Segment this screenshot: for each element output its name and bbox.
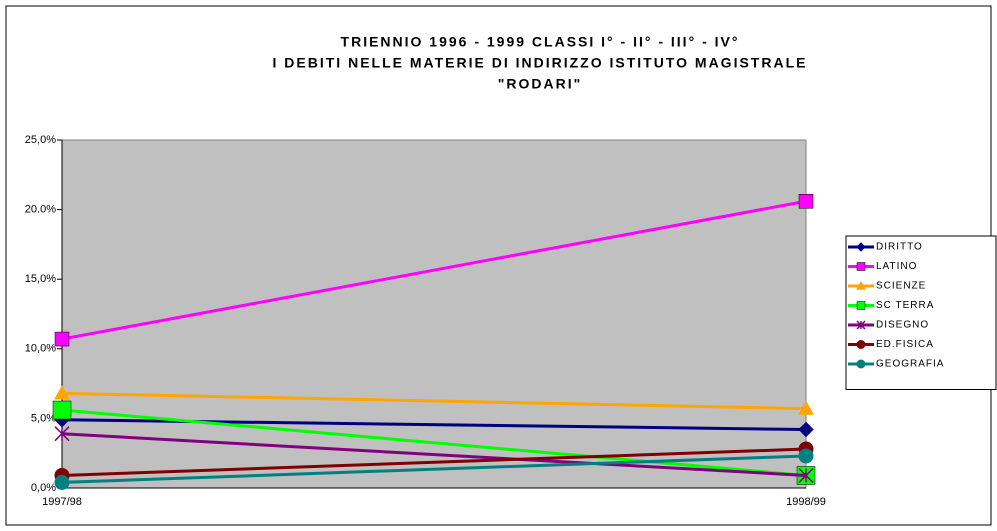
data-point: [54, 385, 70, 400]
legend-label: ED.FISICA: [876, 339, 934, 350]
data-point: [798, 421, 814, 438]
series-line: [61, 447, 807, 477]
legend-label: DIRITTO: [876, 242, 923, 253]
data-point: [798, 193, 814, 209]
legend-marker: [856, 320, 866, 330]
y-tick-label: 10,0%: [25, 343, 56, 355]
y-tick-label: 0,0%: [31, 482, 56, 494]
x-tick-label: 1997/98: [42, 496, 82, 508]
data-point: [798, 448, 814, 464]
data-point: [54, 331, 70, 347]
series-line: [61, 454, 807, 484]
data-point: [54, 474, 70, 490]
data-point: [798, 400, 814, 415]
legend-marker: [856, 340, 866, 349]
chart-title: I DEBITI NELLE MATERIE DI INDIRIZZO ISTI…: [273, 55, 808, 71]
legend-marker: [856, 301, 866, 310]
series-line: [61, 391, 807, 411]
y-tick-label: 25,0%: [25, 134, 56, 146]
data-point: [52, 400, 72, 420]
plot-area: [61, 139, 807, 489]
x-tick-label: 1998/99: [786, 496, 826, 508]
legend-marker: [856, 262, 866, 271]
y-tick-label: 5,0%: [31, 412, 56, 424]
legend-label: LATINO: [876, 261, 917, 272]
chart-title: "RODARI": [498, 76, 583, 92]
legend-marker: [856, 359, 866, 369]
series-line: [61, 199, 807, 341]
legend-label: GEOGRAFIA: [876, 359, 944, 370]
legend-marker: [856, 280, 866, 290]
data-point: [798, 467, 814, 484]
y-tick-label: 20.0%: [25, 204, 56, 216]
series-line: [61, 408, 807, 477]
chart-title: TRIENNIO 1996 - 1999 CLASSI I° - II° - I…: [341, 34, 740, 50]
legend-marker: [856, 242, 866, 252]
legend-label: DISEGNO: [876, 320, 929, 331]
series-line: [61, 432, 807, 477]
legend-label: SCIENZE: [876, 281, 926, 292]
legend-label: SC TERRA: [876, 300, 934, 311]
y-tick-label: 15,0%: [25, 273, 56, 285]
data-point: [54, 426, 70, 442]
